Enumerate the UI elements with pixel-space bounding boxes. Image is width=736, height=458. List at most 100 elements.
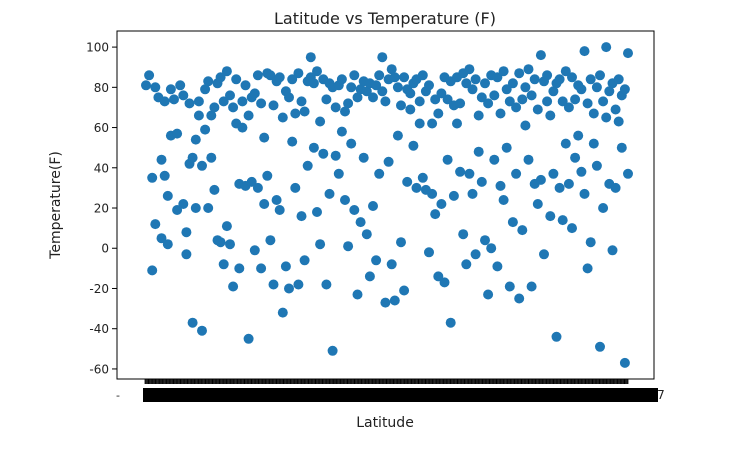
data-point-263 [557, 96, 568, 107]
data-point-31 [197, 160, 207, 171]
data-point-247 [532, 104, 543, 115]
data-point-180 [427, 188, 438, 199]
data-point-46 [218, 259, 229, 270]
data-point-203 [464, 64, 475, 75]
data-point-47 [221, 66, 232, 77]
data-point-71 [259, 132, 270, 143]
data-point-222 [492, 261, 503, 272]
y-axis: 100 80 60 40 20 0 -20 -40 -60 [86, 41, 117, 376]
data-point-49 [225, 90, 235, 101]
data-point-266 [560, 138, 571, 149]
data-point-89 [287, 74, 298, 85]
data-point-111 [321, 94, 332, 105]
data-point-221 [492, 72, 503, 83]
data-point-104 [308, 142, 319, 153]
data-point-210 [473, 146, 484, 157]
data-point-98 [299, 255, 310, 266]
data-point-34 [200, 124, 211, 135]
plot-frame [116, 30, 655, 380]
data-point-206 [467, 188, 478, 199]
data-point-242 [523, 154, 534, 165]
y-tick-label-1: 80 [94, 81, 109, 95]
data-point-228 [501, 142, 512, 153]
data-point-92 [290, 182, 301, 193]
data-point-126 [343, 241, 354, 252]
data-point-299 [613, 74, 624, 85]
data-point-38 [206, 152, 217, 163]
data-point-274 [573, 130, 584, 141]
data-point-162 [399, 285, 410, 296]
data-point-51 [228, 102, 239, 113]
data-point-19 [178, 90, 189, 101]
data-point-5 [150, 219, 161, 230]
x-axis-label: Latitude [356, 415, 414, 431]
data-point-66 [249, 245, 260, 256]
data-point-232 [507, 217, 518, 228]
data-point-245 [529, 74, 540, 85]
data-point-243 [526, 90, 537, 101]
data-point-81 [274, 72, 285, 83]
data-point-293 [604, 86, 615, 97]
data-point-214 [480, 235, 490, 246]
data-point-58 [237, 122, 248, 133]
data-point-67 [252, 70, 263, 81]
data-point-86 [280, 261, 291, 272]
data-point-166 [405, 104, 416, 115]
data-point-185 [436, 88, 447, 99]
data-point-275 [576, 84, 587, 95]
data-point-18 [175, 80, 186, 91]
data-point-238 [517, 225, 528, 236]
data-point-134 [355, 217, 366, 228]
data-point-153 [386, 64, 397, 75]
data-point-201 [461, 78, 472, 89]
data-point-179 [427, 118, 438, 129]
data-point-202 [461, 259, 472, 270]
data-point-205 [467, 84, 478, 95]
data-point-159 [396, 100, 406, 111]
data-point-196 [452, 118, 462, 129]
data-point-302 [616, 142, 627, 153]
y-tick-label-7: -40 [89, 322, 109, 336]
data-point-254 [542, 96, 553, 107]
data-point-147 [377, 86, 388, 97]
data-point-94 [293, 279, 304, 290]
data-point-215 [483, 98, 494, 109]
data-point-127 [346, 82, 357, 93]
data-point-57 [237, 96, 248, 107]
data-point-160 [396, 237, 406, 248]
data-point-306 [623, 168, 633, 179]
y-tick-label-3: 40 [94, 161, 109, 175]
data-point-56 [234, 263, 245, 274]
data-point-64 [246, 176, 257, 187]
data-point-3 [147, 265, 158, 276]
data-point-13 [165, 84, 176, 95]
data-point-287 [595, 70, 605, 81]
data-point-68 [252, 182, 263, 193]
data-point-283 [588, 108, 599, 119]
data-point-62 [243, 333, 254, 344]
data-point-282 [585, 237, 596, 248]
data-point-112 [321, 279, 332, 290]
data-point-173 [417, 70, 428, 81]
data-point-91 [290, 108, 301, 119]
data-point-96 [296, 211, 307, 222]
data-point-235 [514, 68, 525, 79]
data-point-178 [424, 247, 434, 258]
data-point-226 [498, 195, 509, 205]
data-point-144 [371, 255, 382, 266]
data-point-82 [274, 205, 285, 215]
data-point-188 [439, 277, 450, 288]
data-point-44 [215, 237, 226, 248]
data-point-227 [501, 84, 512, 95]
data-point-172 [414, 118, 425, 129]
data-point-288 [595, 341, 605, 352]
data-point-182 [430, 209, 441, 220]
data-point-224 [495, 180, 506, 191]
data-point-170 [411, 182, 422, 193]
data-point-87 [284, 92, 294, 103]
data-point-106 [312, 207, 322, 217]
data-point-161 [399, 72, 410, 83]
y-tick-label-0: 100 [86, 41, 109, 55]
